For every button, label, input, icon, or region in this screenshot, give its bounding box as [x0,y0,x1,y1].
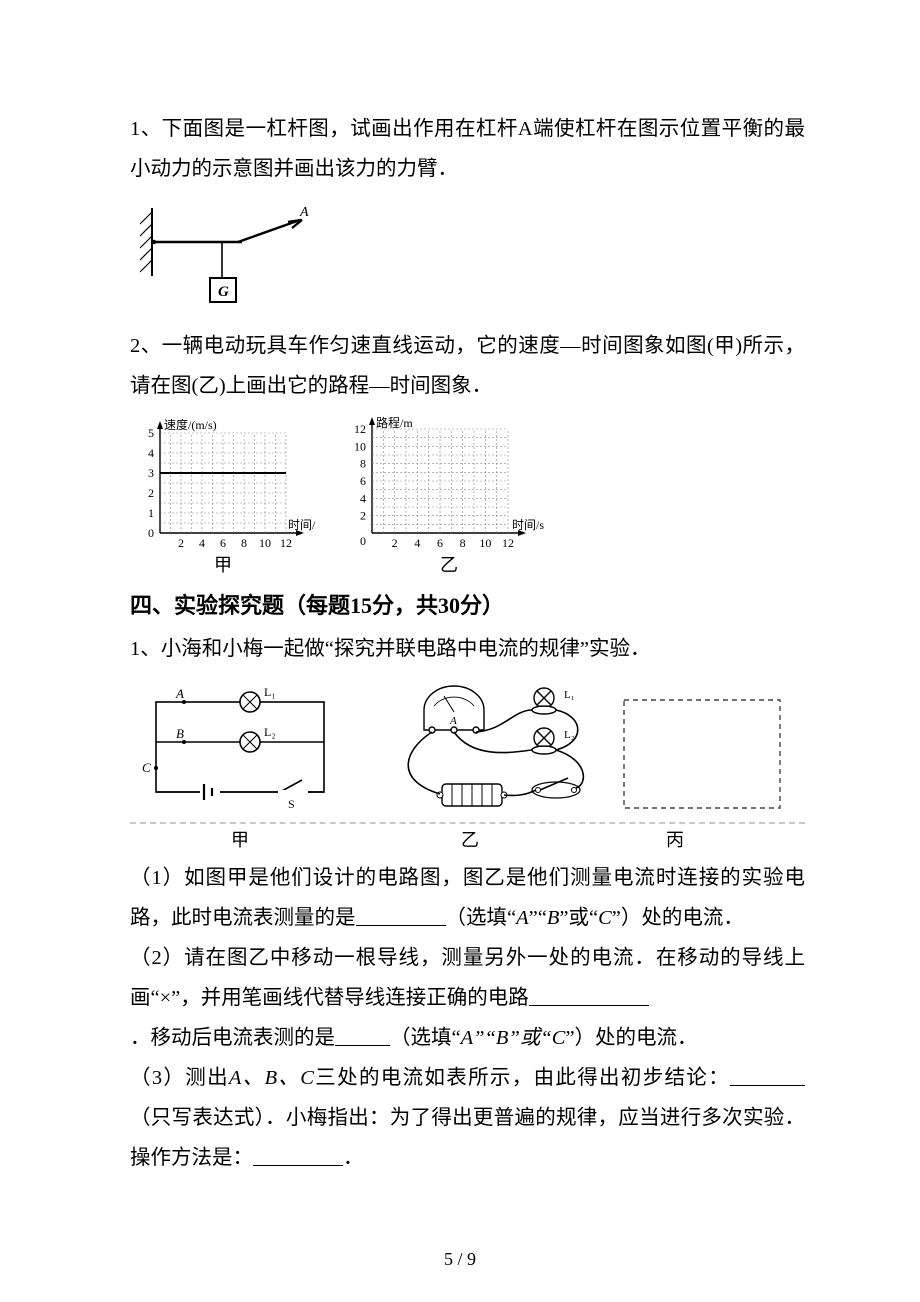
lever-figure: A G [130,198,805,323]
svg-text:B: B [176,726,184,741]
svg-text:12: 12 [502,536,514,550]
svg-text:L₂: L₂ [564,729,575,741]
svg-text:10: 10 [354,439,366,453]
chart-s-caption: 乙 [336,553,562,578]
q4-1-p3d: ． [343,1147,364,1169]
sep2: ”或“ [559,907,598,929]
svg-text:速度/(m/s): 速度/(m/s) [164,417,217,432]
opt-a: A [516,907,529,929]
svg-text:时间/s: 时间/s [288,518,316,532]
section-4-heading: 四、实验探究题（每题15分，共30分） [130,584,805,628]
svg-text:2: 2 [360,509,366,523]
chart-v-svg: 01234524681012速度/(m/s)时间/s [130,411,316,551]
svg-text:2: 2 [148,486,154,500]
q4-1-p2c: （选填“ [390,1027,461,1049]
svg-text:1: 1 [148,506,154,520]
blank-2[interactable] [529,985,649,1007]
question-1-text: 1、下面图是一杠杆图，试画出作用在杠杆A端使杠杆在图示位置平衡的最小动力的示意图… [130,110,805,190]
svg-text:L₂: L₂ [264,725,276,739]
blank-4[interactable] [730,1065,805,1087]
svg-text:时间/s: 时间/s [512,518,544,532]
svg-text:0: 0 [148,526,154,540]
q4-1-p2b: ．移动后电流表测的是 [130,1027,335,1049]
svg-text:5: 5 [148,426,154,440]
chart-s-svg: 2 4 6 8 10 12 2 4 6 8 10 12 0 路程/m 时间/s [336,411,562,551]
blank-3[interactable] [335,1025,390,1047]
q4-1-part2b: ．移动后电流表测的是 （选填“A”“B”或“C”）处的电流． [130,1019,805,1059]
svg-text:12: 12 [280,536,292,550]
vt-st-charts: 01234524681012速度/(m/s)时间/s 2468101224681… [130,411,805,551]
circuit-left-caption: 甲 [130,828,350,853]
svg-text:路程/m: 路程/m [376,415,413,430]
svg-text:8: 8 [460,536,466,550]
chart-v-caption: 甲 [130,553,316,578]
circuit-figures: A B C L₁ L₂ S A L₁ L₂ [130,680,805,824]
question-2-text: 2、一辆电动玩具车作匀速直线运动，它的速度—时间图象如图(甲)所示，请在图(乙)… [130,327,805,407]
svg-text:6: 6 [437,536,443,550]
q4-1-p3a: （3）测出 [130,1067,229,1089]
svg-text:0: 0 [360,534,366,548]
opt-b: B [547,907,560,929]
lever-label-g: G [218,284,229,300]
chart-captions: 甲 乙 [130,553,805,578]
svg-text:2: 2 [178,536,184,550]
svg-text:6: 6 [220,536,226,550]
q4-1-p1b: （选填“ [446,907,517,929]
page-number: 5 / 9 [0,1249,920,1270]
svg-text:2: 2 [392,536,398,550]
q4-1-p2opts: A”“B”或“C [461,1027,566,1049]
opt-c: C [598,907,612,929]
svg-text:A: A [175,686,184,701]
q4-1-part2: （2）请在图乙中移动一根导线，测量另外一处的电流．在移动的导线上画“×”，并用笔… [130,939,805,1019]
circuit-mid-svg: A L₁ L₂ [364,680,604,820]
svg-text:8: 8 [241,536,247,550]
svg-text:4: 4 [414,536,420,550]
svg-text:C: C [142,760,151,775]
svg-text:10: 10 [479,536,491,550]
svg-text:S: S [288,797,295,811]
svg-text:4: 4 [148,446,154,460]
sep1: ”“ [529,907,547,929]
circuit-left-svg: A B C L₁ L₂ S [130,680,350,820]
q4-1-p2d: ”）处的电流． [565,1027,697,1049]
circuit-right-caption: 丙 [590,828,760,853]
svg-text:A: A [449,715,457,727]
circuit-mid-caption: 乙 [350,828,590,853]
blank-5[interactable] [253,1145,343,1167]
circuit-right-svg [618,694,788,820]
q4-1-p3c: （只写表达式）．小梅指出：为了得出更普遍的规律，应当进行多次实验．操作方法是： [130,1107,805,1169]
svg-text:4: 4 [199,536,205,550]
svg-text:4: 4 [360,491,366,505]
svg-text:8: 8 [360,457,366,471]
blank-1[interactable] [356,905,446,927]
q4-1-p1c: ”）处的电流． [612,907,744,929]
svg-text:10: 10 [259,536,271,550]
svg-text:3: 3 [148,466,154,480]
q4-1-p2a: （2）请在图乙中移动一根导线，测量另外一处的电流．在移动的导线上画“×”，并用笔… [130,947,805,1009]
svg-text:L₁: L₁ [564,689,575,701]
svg-text:12: 12 [354,422,366,436]
q4-1-p3b: 三处的电流如表所示，由此得出初步结论： [314,1067,730,1089]
circuit-captions: 甲 乙 丙 [130,828,805,853]
q4-1-intro: 1、小海和小梅一起做“探究并联电路中电流的规律”实验． [130,630,805,670]
q4-1-part1: （1）如图甲是他们设计的电路图，图乙是他们测量电流时连接的实验电路，此时电流表测… [130,859,805,939]
page: 1、下面图是一杠杆图，试画出作用在杠杆A端使杠杆在图示位置平衡的最小动力的示意图… [0,0,920,1302]
lever-label-a: A [299,205,309,220]
q4-1-p3vars: A、B、C [229,1067,314,1089]
q4-1-part3: （3）测出A、B、C三处的电流如表所示，由此得出初步结论： （只写表达式）．小梅指… [130,1059,805,1179]
svg-text:L₁: L₁ [264,685,276,699]
svg-text:6: 6 [360,474,366,488]
